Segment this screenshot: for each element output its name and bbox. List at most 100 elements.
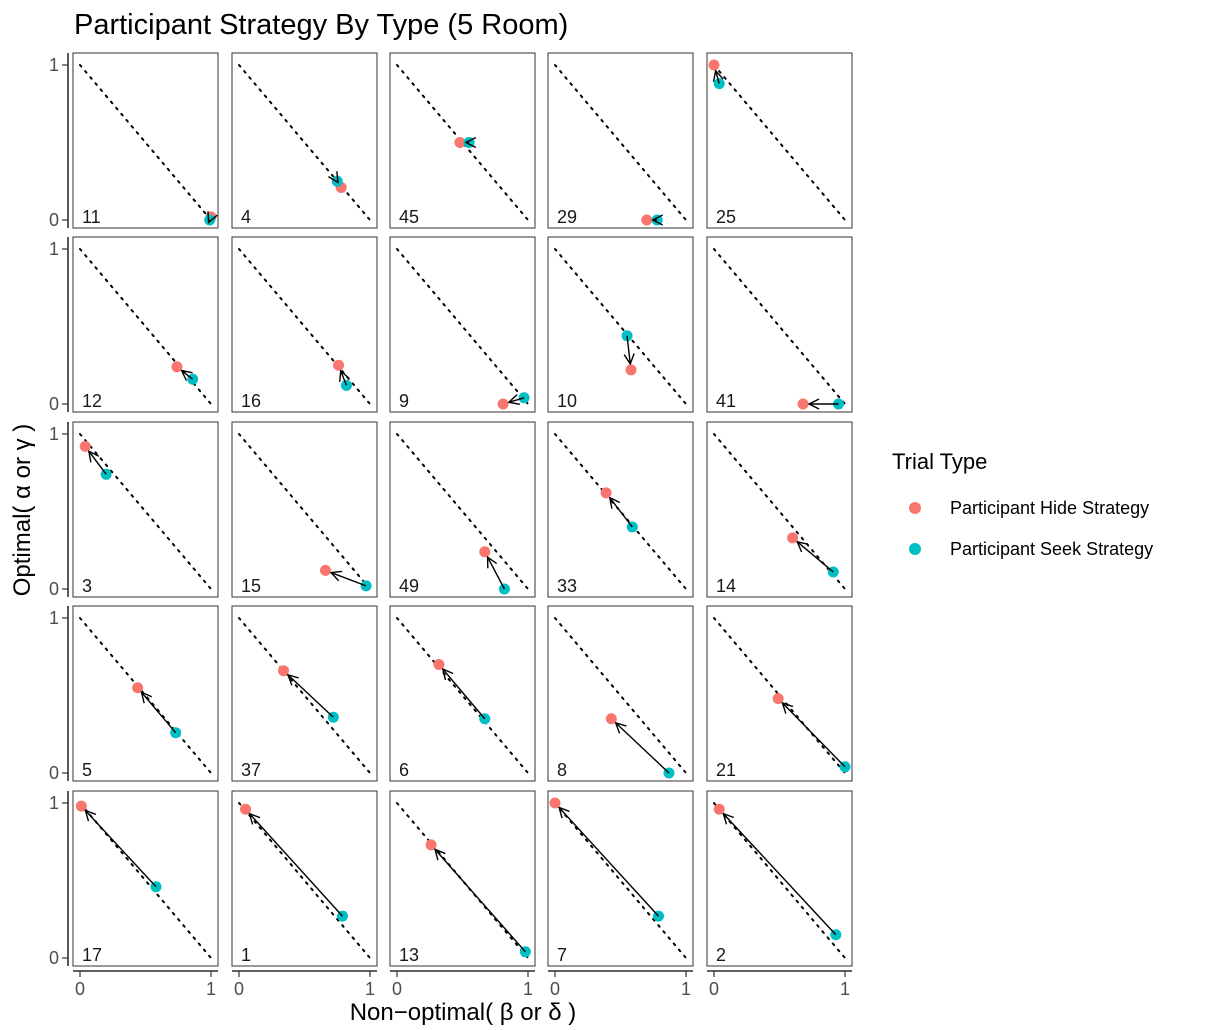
panel-label: 29 xyxy=(557,207,577,227)
reference-line xyxy=(238,802,371,959)
y-tick-label: 1 xyxy=(49,793,59,813)
hide-point xyxy=(171,361,183,373)
panel-border xyxy=(706,52,853,229)
hide-point xyxy=(278,665,290,677)
panel: 21 xyxy=(706,605,853,782)
panel: 17 xyxy=(72,790,219,967)
reference-line xyxy=(554,802,687,959)
x-tick-label: 1 xyxy=(206,979,216,999)
reference-line xyxy=(554,248,687,405)
panel-label: 45 xyxy=(399,207,419,227)
y-tick-label: 0 xyxy=(49,394,59,414)
strategy-arrow xyxy=(435,849,526,953)
panel: 14 xyxy=(706,421,853,598)
hide-point xyxy=(240,803,252,815)
strategy-arrow xyxy=(559,807,660,917)
reference-line xyxy=(713,248,846,405)
reference-line xyxy=(396,64,529,221)
panel-border xyxy=(706,790,853,967)
reference-line xyxy=(79,433,212,590)
panel-border xyxy=(389,790,536,967)
panel-label: 12 xyxy=(82,391,102,411)
panel: 11 xyxy=(72,52,219,229)
panel-label: 8 xyxy=(557,760,567,780)
panel-label: 41 xyxy=(716,391,736,411)
panel: 25 xyxy=(706,52,853,229)
panel: 12 xyxy=(72,236,219,413)
panel-label: 10 xyxy=(557,391,577,411)
panel: 15 xyxy=(231,421,378,598)
hide-point xyxy=(497,398,509,410)
reference-line xyxy=(238,433,371,590)
hide-point xyxy=(641,214,653,226)
y-tick-label: 0 xyxy=(49,948,59,968)
hide-point xyxy=(713,803,725,815)
panel-label: 4 xyxy=(241,207,251,227)
panel-label: 6 xyxy=(399,760,409,780)
panel-border xyxy=(706,236,853,413)
panel-label: 21 xyxy=(716,760,736,780)
panel-border xyxy=(231,52,378,229)
reference-line xyxy=(396,433,529,590)
panel: 4 xyxy=(231,52,378,229)
x-tick-label: 0 xyxy=(550,979,560,999)
panel-label: 15 xyxy=(241,576,261,596)
panel-border xyxy=(389,605,536,782)
panel-border xyxy=(231,421,378,598)
hide-point xyxy=(319,564,331,576)
panel: 45 xyxy=(389,52,536,229)
x-tick-label: 1 xyxy=(523,979,533,999)
hide-point xyxy=(425,839,437,851)
legend-hide-dot xyxy=(909,502,921,514)
panel-border xyxy=(547,52,694,229)
reference-line xyxy=(713,64,846,221)
strategy-arrow xyxy=(209,220,210,222)
reference-line xyxy=(713,802,846,959)
x-tick-label: 1 xyxy=(681,979,691,999)
strategy-arrow xyxy=(782,703,846,768)
strategy-arrow xyxy=(716,71,720,84)
panel-label: 37 xyxy=(241,760,261,780)
panel: 2 xyxy=(706,790,853,967)
reference-line xyxy=(238,64,371,221)
x-tick-label: 0 xyxy=(234,979,244,999)
legend-title: Trial Type xyxy=(892,449,987,474)
hide-point xyxy=(600,487,612,499)
panel-border xyxy=(72,605,219,782)
panel: 3 xyxy=(72,421,219,598)
reference-line xyxy=(79,617,212,774)
strategy-arrow xyxy=(337,181,338,182)
panel-border xyxy=(547,605,694,782)
strategy-arrow xyxy=(509,398,525,402)
y-tick-label: 1 xyxy=(49,239,59,259)
panel: 33 xyxy=(547,421,694,598)
panel-label: 2 xyxy=(716,945,726,965)
panel-border xyxy=(72,421,219,598)
panel: 6 xyxy=(389,605,536,782)
strategy-arrow xyxy=(89,451,107,475)
panel-label: 3 xyxy=(82,576,92,596)
panel-border xyxy=(547,421,694,598)
panel-label: 7 xyxy=(557,945,567,965)
x-axis-label: Non−optimal( β or δ ) xyxy=(350,999,577,1026)
panel-label: 16 xyxy=(241,391,261,411)
panel-border xyxy=(72,236,219,413)
panel-label: 33 xyxy=(557,576,577,596)
reference-line xyxy=(238,617,371,774)
reference-line xyxy=(554,433,687,590)
y-tick-label: 0 xyxy=(49,579,59,599)
y-tick-label: 1 xyxy=(49,608,59,628)
hide-point xyxy=(333,359,345,371)
panel: 1 xyxy=(231,790,378,967)
reference-line xyxy=(79,64,212,221)
strategy-arrow xyxy=(797,542,834,573)
strategy-arrow xyxy=(182,371,194,380)
panel: 41 xyxy=(706,236,853,413)
hide-point xyxy=(79,440,91,452)
panel-border xyxy=(389,421,536,598)
reference-line xyxy=(396,617,529,774)
panel: 29 xyxy=(547,52,694,229)
panel-label: 5 xyxy=(82,760,92,780)
